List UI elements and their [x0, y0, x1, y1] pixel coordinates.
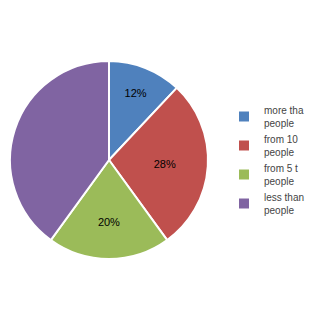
svg-text:more thapeople: more thapeople	[264, 105, 304, 129]
svg-text:12%: 12%	[125, 87, 147, 99]
svg-text:from 10 people: from 10 people	[264, 134, 301, 158]
svg-text:from 5 tpeople: from 5 tpeople	[264, 163, 298, 187]
svg-text:less thanpeople: less thanpeople	[264, 192, 304, 216]
svg-text:20%: 20%	[98, 216, 120, 228]
svg-text:28%: 28%	[154, 158, 176, 170]
